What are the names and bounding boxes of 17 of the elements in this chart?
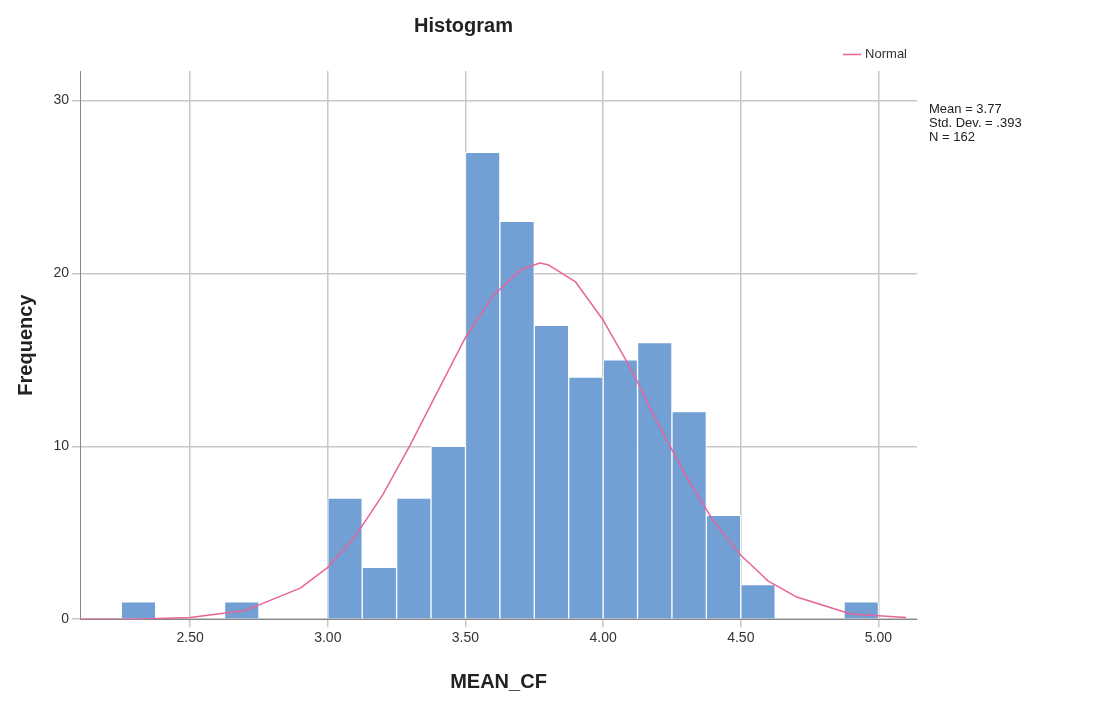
x-tick-label: 3.00 — [314, 629, 342, 646]
x-tick-label: 3.50 — [451, 629, 480, 646]
y-tick-label: 20 — [53, 264, 70, 281]
y-tick-label: 10 — [53, 437, 70, 454]
x-tick-label: 4.00 — [589, 629, 617, 646]
x-tick-label: 4.50 — [727, 629, 755, 646]
y-tick-label: 0 — [61, 610, 70, 627]
y-tick-label: 30 — [53, 91, 70, 108]
legend-label: Normal — [865, 46, 908, 62]
chart-title: Histogram — [414, 13, 513, 36]
text: Std. Dev. = .393 — [929, 115, 1022, 131]
x-tick-label: 2.50 — [176, 629, 204, 646]
y-axis-title: Frequency — [13, 293, 36, 396]
x-tick-label: 5.00 — [864, 629, 893, 646]
x-axis-title: MEAN_CF — [450, 669, 547, 692]
text: N = 162 — [929, 129, 975, 145]
text: Mean = 3.77 — [929, 101, 1002, 117]
